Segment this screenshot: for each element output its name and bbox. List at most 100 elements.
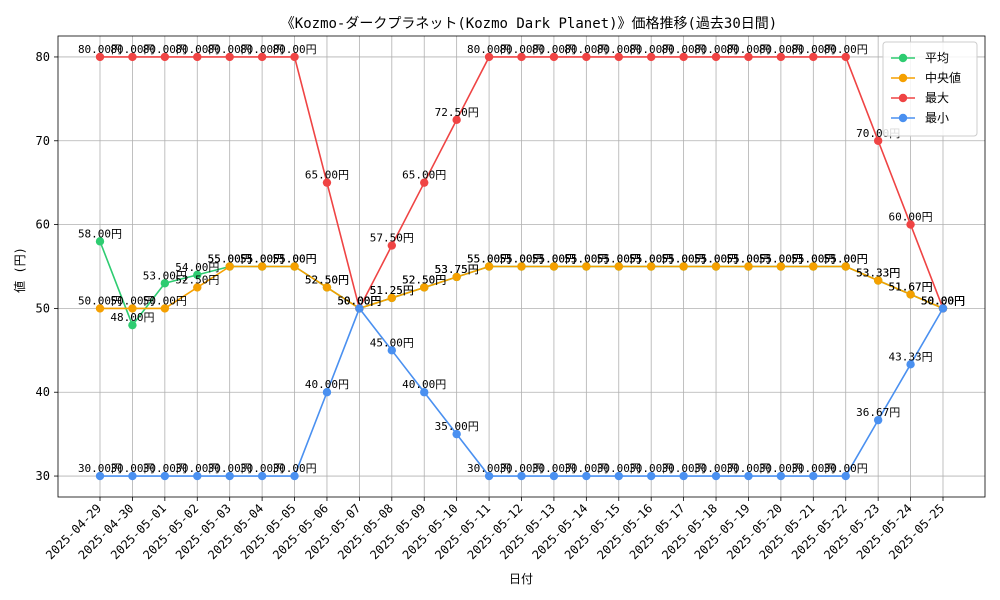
data-point <box>257 471 267 481</box>
data-point <box>906 290 915 299</box>
data-label: 30.00円 <box>78 462 122 475</box>
data-label: 55.00円 <box>662 253 706 266</box>
data-label: 55.00円 <box>726 253 770 266</box>
data-label: 80.00円 <box>78 43 122 56</box>
data-point <box>679 52 688 62</box>
data-label: 80.00円 <box>208 43 252 56</box>
data-point <box>225 262 234 271</box>
data-point <box>452 272 461 282</box>
data-point <box>225 471 234 481</box>
data-label: 55.00円 <box>499 253 543 266</box>
data-point <box>387 293 397 303</box>
data-label: 30.00円 <box>110 462 154 475</box>
y-tick-label: 50 <box>36 301 50 315</box>
data-label: 30.00円 <box>175 462 219 475</box>
data-label: 80.00円 <box>499 43 543 56</box>
data-point <box>128 471 137 481</box>
data-label: 55.00円 <box>694 253 738 266</box>
data-label: 43.33円 <box>889 350 933 363</box>
data-label: 80.00円 <box>759 43 803 56</box>
data-label: 55.00円 <box>824 253 868 266</box>
data-label: 30.00円 <box>499 462 543 475</box>
data-point <box>646 52 656 62</box>
data-point <box>549 262 559 271</box>
data-label: 55.00円 <box>564 253 608 266</box>
data-label: 50.00円 <box>337 294 381 307</box>
data-point <box>517 52 526 62</box>
data-label: 50.00円 <box>143 294 187 307</box>
data-point <box>420 283 429 292</box>
data-label: 55.00円 <box>791 253 835 266</box>
data-label: 55.00円 <box>824 253 868 266</box>
data-label: 55.00円 <box>499 253 543 266</box>
data-point <box>711 471 721 481</box>
data-label: 60.00円 <box>889 211 933 224</box>
data-label: 55.00円 <box>467 253 511 266</box>
data-label: 54.00円 <box>175 261 219 274</box>
data-label: 30.00円 <box>629 462 673 475</box>
data-point <box>322 283 332 292</box>
data-point <box>193 283 202 292</box>
data-point <box>809 52 818 62</box>
data-label: 52.50円 <box>402 273 446 286</box>
y-tick-label: 60 <box>36 218 50 232</box>
data-label: 55.00円 <box>532 253 576 266</box>
data-point <box>549 471 559 481</box>
data-label: 52.50円 <box>402 273 446 286</box>
data-point <box>322 178 332 187</box>
data-point <box>679 471 688 481</box>
data-label: 80.00円 <box>824 43 868 56</box>
data-label: 51.25円 <box>370 284 414 297</box>
data-label: 30.00円 <box>791 462 835 475</box>
data-point <box>906 220 915 229</box>
data-label: 55.00円 <box>759 253 803 266</box>
data-point <box>517 471 526 481</box>
legend-box <box>882 41 978 137</box>
data-label: 55.00円 <box>726 253 770 266</box>
data-point <box>128 320 137 330</box>
data-point <box>841 262 850 271</box>
data-label: 30.00円 <box>208 462 252 475</box>
data-point <box>744 52 753 62</box>
data-point <box>938 304 948 313</box>
data-label: 80.00円 <box>175 43 219 56</box>
data-point <box>776 52 786 62</box>
data-label: 50.00円 <box>921 294 965 307</box>
data-label: 30.00円 <box>824 462 868 475</box>
data-point <box>744 262 753 271</box>
data-label: 80.00円 <box>143 43 187 56</box>
data-point <box>809 471 818 481</box>
data-point <box>809 262 818 271</box>
legend-label: 平均 <box>925 51 949 65</box>
data-point <box>193 52 202 62</box>
data-label: 80.00円 <box>240 43 284 56</box>
data-label: 53.33円 <box>856 266 900 279</box>
data-label: 52.50円 <box>175 273 219 286</box>
plot-frame <box>57 35 986 498</box>
legend-swatch-marker <box>898 73 908 83</box>
data-label: 45.00円 <box>370 336 414 349</box>
data-label: 55.00円 <box>240 253 284 266</box>
data-point <box>193 471 202 481</box>
data-label: 80.00円 <box>629 43 673 56</box>
data-label: 30.00円 <box>564 462 608 475</box>
data-point <box>517 262 526 271</box>
data-label: 55.00円 <box>208 253 252 266</box>
data-label: 30.00円 <box>726 462 770 475</box>
data-point <box>420 388 429 397</box>
data-point <box>225 52 234 62</box>
data-point <box>873 136 883 145</box>
data-label: 53.75円 <box>435 263 479 276</box>
data-label: 30.00円 <box>597 462 641 475</box>
data-label: 50.00円 <box>337 294 381 307</box>
data-label: 55.00円 <box>629 253 673 266</box>
data-label: 52.50円 <box>305 273 349 286</box>
data-label: 36.67円 <box>856 406 900 419</box>
data-label: 80.00円 <box>564 43 608 56</box>
data-point <box>452 429 461 439</box>
data-label: 80.00円 <box>694 43 738 56</box>
data-label: 55.00円 <box>240 253 284 266</box>
legend-swatch-marker <box>898 93 908 103</box>
data-point <box>614 262 623 271</box>
data-point <box>193 270 202 280</box>
